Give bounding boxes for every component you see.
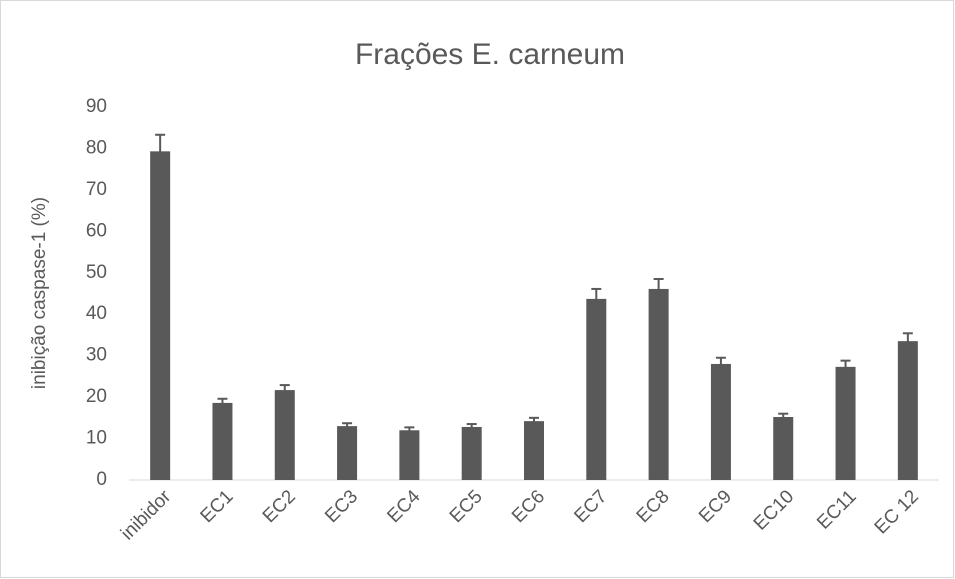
y-tick-label: 80 xyxy=(86,137,107,158)
error-bar xyxy=(653,277,664,299)
y-tick-label: 60 xyxy=(86,220,107,241)
bar xyxy=(461,426,482,480)
error-bar xyxy=(342,422,353,430)
bar xyxy=(897,341,918,480)
error-bar xyxy=(591,287,602,309)
chart-title: Frações E. carneum xyxy=(355,38,625,71)
error-bar xyxy=(279,384,290,396)
y-tick-label: 90 xyxy=(86,96,107,117)
bar xyxy=(835,366,856,480)
error-bar xyxy=(155,133,166,168)
bar xyxy=(274,390,295,480)
y-axis-label: inibição caspase-1 (%) xyxy=(29,197,50,389)
y-tick-label: 10 xyxy=(86,428,107,449)
bar xyxy=(399,430,420,480)
bar xyxy=(150,151,171,480)
bar xyxy=(524,421,544,480)
error-bar xyxy=(529,416,539,425)
bar xyxy=(212,402,233,480)
bar xyxy=(710,363,731,480)
error-bar xyxy=(404,426,415,434)
error-bar xyxy=(778,412,789,421)
error-bar xyxy=(715,356,726,371)
y-tick-label: 50 xyxy=(86,262,107,283)
y-tick-label: 70 xyxy=(86,179,107,200)
bar xyxy=(648,288,669,480)
error-bar xyxy=(840,359,851,374)
error-bar xyxy=(217,397,228,408)
bar xyxy=(337,426,358,480)
bar xyxy=(773,417,794,480)
y-tick-label: 40 xyxy=(86,303,107,324)
y-tick-label: 0 xyxy=(96,469,107,490)
error-bar xyxy=(466,423,477,430)
y-tick-label: 20 xyxy=(86,386,107,407)
error-bar xyxy=(902,332,913,350)
bar xyxy=(586,298,607,480)
y-tick-label: 30 xyxy=(86,345,107,366)
